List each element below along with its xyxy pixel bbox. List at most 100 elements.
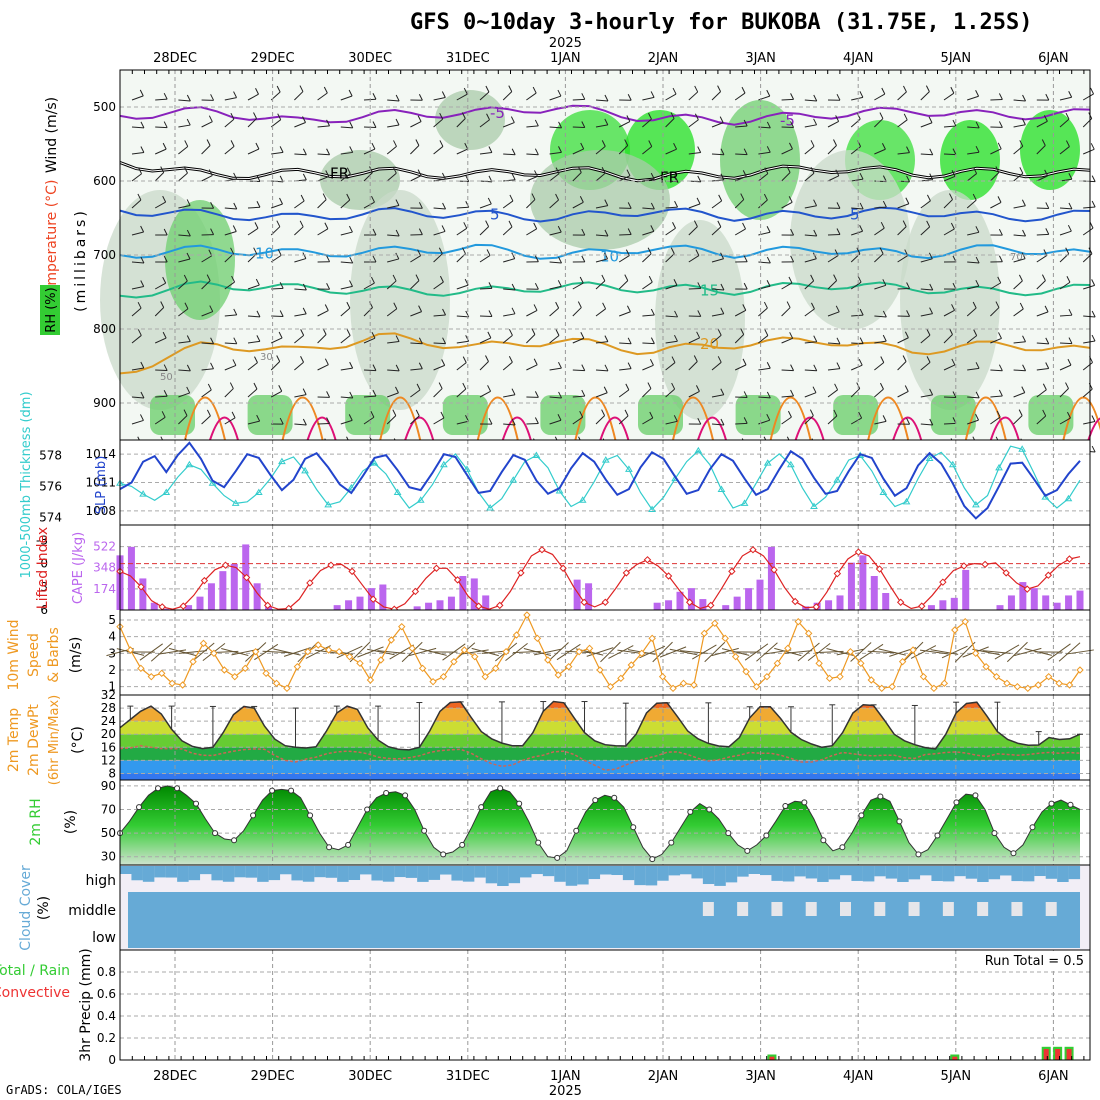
wind-barb-flag <box>487 385 492 392</box>
wind-barb-flag <box>834 383 839 391</box>
wind-barb-flag <box>577 166 582 173</box>
wind-barb <box>503 288 516 291</box>
wind-barb <box>1036 145 1046 155</box>
wind-barb <box>340 367 353 371</box>
cloud-high-bar <box>497 866 509 886</box>
cape-bar <box>379 584 387 610</box>
wind-barb <box>247 315 261 318</box>
wind10-point <box>1034 681 1042 689</box>
wind-barb-flag <box>276 220 281 227</box>
isotherm-25 <box>574 396 617 441</box>
wind10-point <box>345 652 354 661</box>
cape-bar <box>127 546 135 610</box>
wind-barb <box>665 362 676 371</box>
wind-barb-flag <box>882 279 887 286</box>
wind-barb-flag <box>790 121 795 128</box>
wind-barb-flag <box>627 362 632 369</box>
thickness-point <box>1041 493 1050 500</box>
wind-barb <box>387 205 400 209</box>
wind-barb-flag <box>973 167 978 174</box>
wind-barb-flag <box>674 334 678 342</box>
wind10-barb <box>930 649 959 655</box>
ylabel-dewpt: 2m DewPt <box>26 704 42 776</box>
rh-shade <box>165 200 235 320</box>
wind-barb <box>247 388 258 398</box>
thickness-point <box>486 504 495 511</box>
wind-barb <box>943 364 956 371</box>
wind-barb <box>967 396 980 399</box>
wind-barb-flag <box>975 256 980 264</box>
wind-barb <box>340 285 353 290</box>
wind-barb-flag <box>326 391 331 398</box>
wind-barb-flag <box>533 358 538 366</box>
wind-barb-flag <box>1041 274 1046 281</box>
thickness-point <box>625 465 633 472</box>
wind-barb <box>572 282 584 290</box>
wind10-point <box>971 649 980 658</box>
thickness-point <box>972 500 980 508</box>
date-label-top: 30DEC <box>348 51 392 66</box>
temp-ytick: 12 <box>101 753 116 767</box>
wind-barb <box>874 362 885 371</box>
wind-barb <box>711 334 722 344</box>
temp-ytick: 8 <box>108 766 116 780</box>
wind-barb-flag <box>370 276 375 284</box>
wind-barb-flag <box>696 197 701 205</box>
wind10-point <box>262 669 270 678</box>
precip-conv-bar <box>1055 1049 1061 1060</box>
wind10-barb <box>139 643 163 661</box>
wind-barb-flag <box>626 305 631 312</box>
wind-barb <box>688 119 699 128</box>
wind-barb <box>943 175 956 182</box>
wind-barb-flag <box>326 148 331 155</box>
wind-barb-flag <box>1065 112 1070 120</box>
wind10-barb <box>859 643 884 661</box>
wind-barb-flag <box>926 329 931 336</box>
wind-barb-flag <box>371 195 375 203</box>
wind-barb <box>711 258 724 263</box>
wind10-barb <box>711 647 739 657</box>
wind-barb <box>897 119 908 128</box>
wind-barb-flag <box>697 310 702 317</box>
wind-barb-flag <box>438 247 443 255</box>
wind-barb-flag <box>1021 118 1026 125</box>
wind-barb-flag <box>511 173 516 181</box>
wind-barb <box>271 287 284 290</box>
rh-low-shade <box>540 395 586 435</box>
wind-barb <box>363 282 375 290</box>
wind10-point <box>596 666 604 674</box>
wind-barb-flag <box>766 413 771 421</box>
wind-barb-flag <box>581 93 586 100</box>
cloud-high-bar <box>862 866 875 882</box>
rh-point <box>972 792 979 799</box>
wind-barb-flag <box>206 409 211 417</box>
precip-ytick: 0.6 <box>97 987 116 1001</box>
wind10-point <box>857 659 865 668</box>
rh-shade <box>655 220 745 420</box>
wind10-barb <box>1066 649 1094 655</box>
wind-barb <box>758 335 769 344</box>
thickness-point <box>231 499 240 506</box>
cloud-high-bar <box>657 866 669 881</box>
isotherm-line <box>119 206 1091 223</box>
date-label-top: 4JAN <box>843 51 874 66</box>
wind-barb-flag <box>926 194 931 202</box>
wind-barb-flag <box>859 202 864 210</box>
wind-barb-flag <box>392 166 397 174</box>
wind10-point <box>408 644 416 653</box>
wind-barb-flag <box>995 301 1000 308</box>
wind-barb-flag <box>650 308 655 316</box>
wind10-barb <box>919 649 948 655</box>
wind10-point <box>763 672 771 681</box>
wind-barb-flag <box>532 86 537 94</box>
wind-barb-flag <box>233 202 238 210</box>
wind-barb <box>549 173 560 182</box>
wind-barb <box>363 172 373 182</box>
cape-bar <box>767 546 775 610</box>
wind-barb <box>433 342 446 345</box>
wind-barb <box>294 200 305 209</box>
wind10-point <box>898 657 907 666</box>
wind-barb-flag <box>417 115 422 122</box>
wind-barb <box>526 153 539 156</box>
wind10-barb <box>150 642 173 662</box>
